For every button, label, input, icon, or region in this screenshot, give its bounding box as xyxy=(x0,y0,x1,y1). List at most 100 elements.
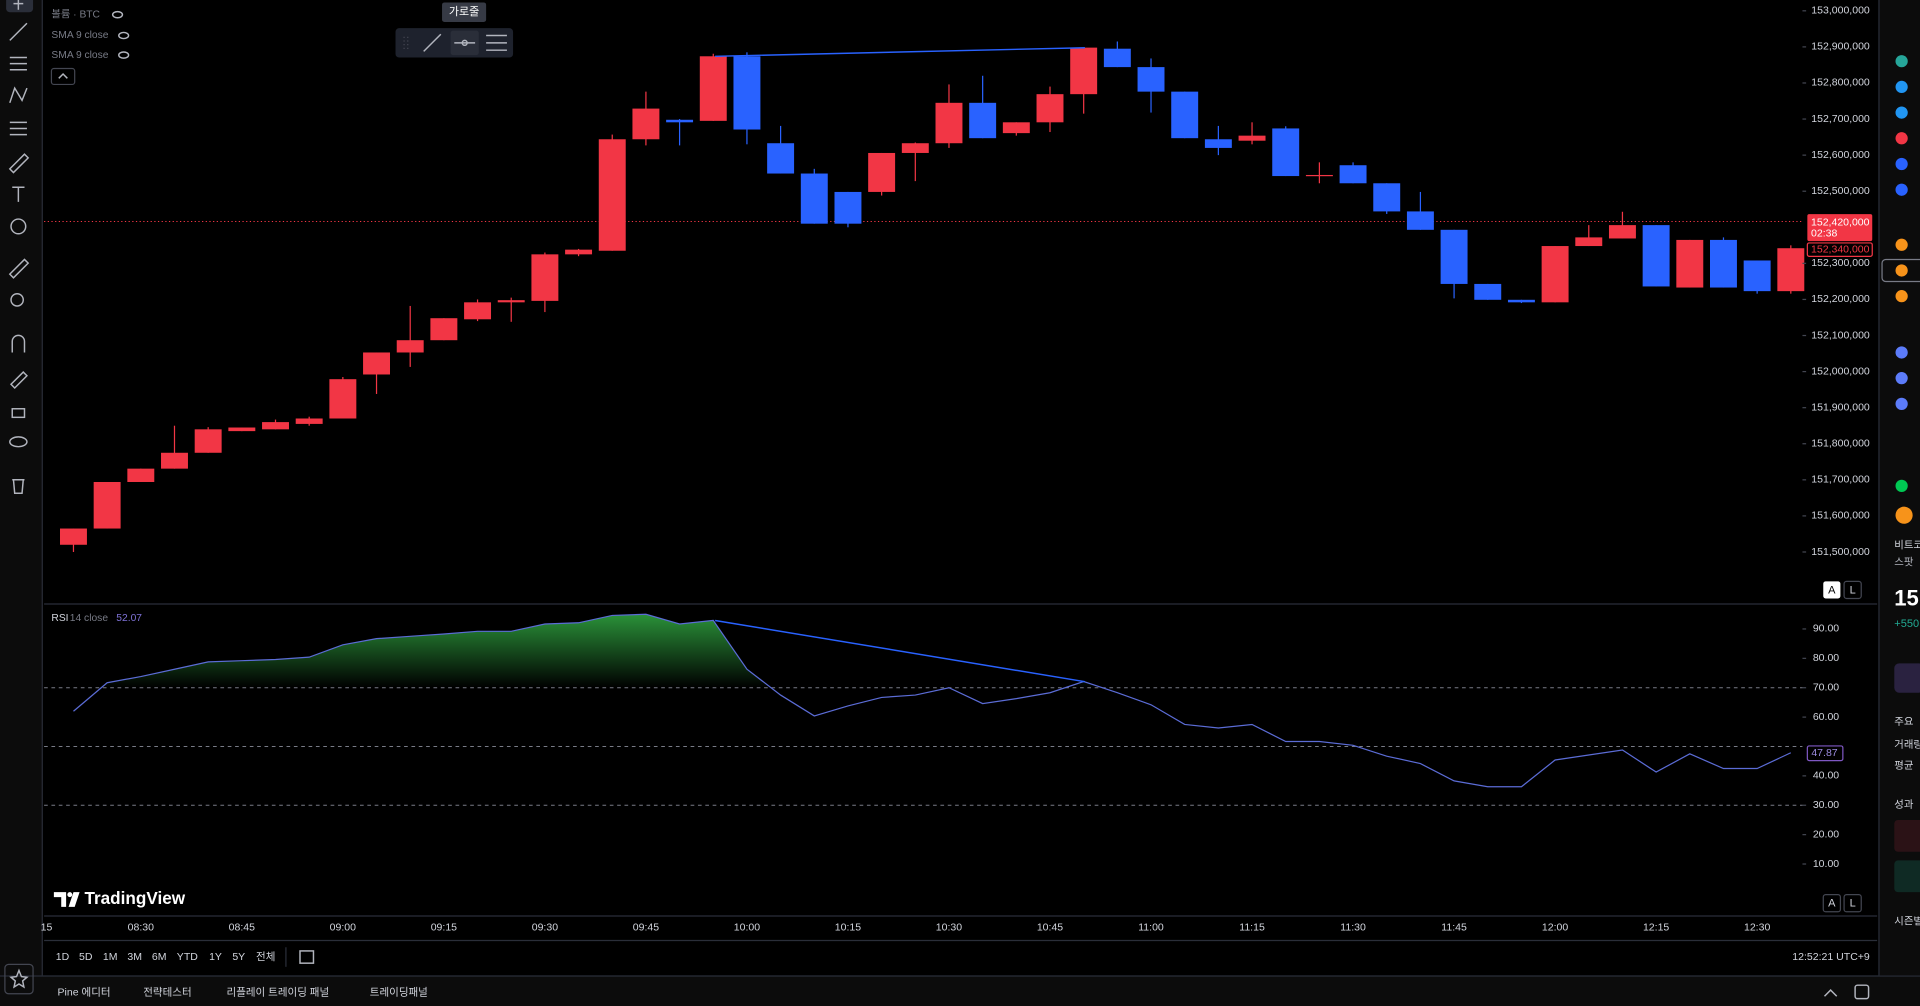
fib-icon[interactable] xyxy=(9,56,27,71)
x-tick-label: 10:00 xyxy=(734,921,760,933)
lock-draw-icon[interactable] xyxy=(9,371,28,389)
crosshair-icon[interactable] xyxy=(13,0,24,10)
legend-sma: SMA 9 close xyxy=(51,50,108,61)
symbol-icon[interactable] xyxy=(1895,290,1908,303)
auto-scale-button[interactable] xyxy=(1823,581,1841,599)
tab[interactable]: Pine 에디터 xyxy=(58,986,111,998)
clock[interactable]: 12:52:21 UTC+9 xyxy=(1792,951,1870,963)
symbol-icon[interactable] xyxy=(1895,132,1908,145)
auto-scale-text[interactable]: A xyxy=(1828,898,1836,910)
selected-symbol[interactable] xyxy=(1881,258,1920,283)
maximize-icon[interactable] xyxy=(1854,984,1870,1000)
candle-body xyxy=(1777,248,1805,292)
timeframe[interactable]: YTD xyxy=(177,951,198,963)
trendline-tool[interactable] xyxy=(423,33,442,52)
log-scale-button[interactable] xyxy=(1843,894,1862,913)
candle-body xyxy=(1676,239,1704,288)
zoom-icon[interactable] xyxy=(10,292,24,307)
candle-body xyxy=(632,108,660,140)
active-tool[interactable] xyxy=(6,0,34,13)
candle-body xyxy=(1642,225,1670,287)
candle-body xyxy=(1474,283,1502,300)
symbol-icon[interactable] xyxy=(1895,479,1908,492)
symbol-icon[interactable] xyxy=(1895,372,1908,385)
projection-icon[interactable] xyxy=(9,121,27,136)
magnet-icon[interactable] xyxy=(11,334,26,353)
horizontal-line-tool[interactable] xyxy=(454,39,476,46)
symbol-icon[interactable] xyxy=(1895,55,1908,68)
timeframe[interactable]: 6M xyxy=(152,951,167,963)
log-scale-button[interactable] xyxy=(1843,580,1862,600)
trendline-icon[interactable] xyxy=(9,22,28,41)
star-icon[interactable] xyxy=(9,968,29,989)
collapse-legend[interactable] xyxy=(50,67,76,86)
y-tick-label: 40.00 xyxy=(1813,770,1839,782)
symbol-icon[interactable] xyxy=(1895,346,1908,359)
candle-body xyxy=(834,191,862,224)
y-tick-label: 151,700,000 xyxy=(1811,474,1870,486)
symbol-icon[interactable] xyxy=(1895,157,1908,171)
text-icon[interactable] xyxy=(12,186,25,202)
section-title: 성과 xyxy=(1894,799,1914,811)
timeframe[interactable]: 5Y xyxy=(232,951,245,963)
candle-body xyxy=(699,56,727,121)
candle-body xyxy=(531,254,559,301)
y-tick-label: 151,600,000 xyxy=(1811,510,1870,522)
log-scale-text[interactable]: L xyxy=(1850,898,1856,910)
candle-body xyxy=(1541,246,1569,303)
stat-label: 평균 xyxy=(1894,760,1914,772)
log-scale-text[interactable]: L xyxy=(1850,584,1856,596)
x-tick-label: 08:45 xyxy=(229,921,255,933)
candle-body xyxy=(396,340,424,353)
timeframe[interactable]: 1Y xyxy=(209,951,222,963)
y-tick-label: 152,200,000 xyxy=(1811,293,1870,305)
timeframe[interactable]: 3M xyxy=(127,951,142,963)
lock-icon[interactable] xyxy=(11,408,26,419)
x-tick-label: 11:30 xyxy=(1340,921,1366,933)
rsi-legend-name: RSI xyxy=(51,613,68,624)
drawn-trendline[interactable] xyxy=(715,46,1085,58)
menu-tool[interactable] xyxy=(486,34,507,51)
hide-icon[interactable] xyxy=(111,10,124,19)
drawn-trendline[interactable] xyxy=(714,619,1086,683)
feature-button[interactable] xyxy=(1894,663,1920,693)
tab[interactable]: 트레이딩패널 xyxy=(370,986,428,998)
candle-body xyxy=(127,468,155,482)
symbol-icon[interactable] xyxy=(1895,264,1908,277)
symbol-icon[interactable] xyxy=(1895,397,1908,410)
y-tick-label: 152,000,000 xyxy=(1811,365,1870,377)
brush-icon[interactable] xyxy=(8,153,30,174)
tab[interactable]: 리플레이 트레이딩 패널 xyxy=(227,986,330,998)
hide-icon[interactable] xyxy=(118,31,130,40)
timeframe[interactable]: 1M xyxy=(103,951,118,963)
favorites-button[interactable] xyxy=(4,963,34,995)
symbol-icon[interactable] xyxy=(1895,183,1908,196)
tooltip-text: 가로줄 xyxy=(449,5,479,18)
visibility-icon[interactable] xyxy=(9,436,28,448)
symbol-icon[interactable] xyxy=(1895,238,1908,251)
emoji-icon[interactable] xyxy=(10,218,27,235)
candle-body xyxy=(1743,260,1771,292)
candle-body xyxy=(464,302,492,320)
pattern-icon[interactable] xyxy=(9,86,28,104)
y-tick-label: 152,500,000 xyxy=(1811,185,1870,197)
auto-scale-button[interactable] xyxy=(1822,894,1842,913)
prev-price-label xyxy=(1806,242,1873,258)
timeframe[interactable]: 1D xyxy=(56,951,70,963)
rsi-line xyxy=(73,613,1792,788)
ruler-icon[interactable] xyxy=(8,258,30,279)
timeframe[interactable]: 5D xyxy=(79,951,93,963)
candle-body xyxy=(1608,225,1636,239)
auto-scale-text[interactable]: A xyxy=(1828,584,1836,596)
tab[interactable]: 전략테스터 xyxy=(143,986,191,998)
symbol-icon[interactable] xyxy=(1895,106,1908,119)
collapse-icon[interactable] xyxy=(1823,989,1838,997)
candle-body xyxy=(93,481,121,529)
timeframe[interactable]: 전체 xyxy=(256,951,275,963)
symbol-icon[interactable] xyxy=(1895,80,1908,94)
trash-icon[interactable] xyxy=(12,479,25,494)
candle-body xyxy=(1575,237,1603,247)
bottom-tabs-bar xyxy=(0,975,1920,1006)
hide-icon[interactable] xyxy=(118,51,130,59)
date-range-icon[interactable] xyxy=(299,950,315,964)
